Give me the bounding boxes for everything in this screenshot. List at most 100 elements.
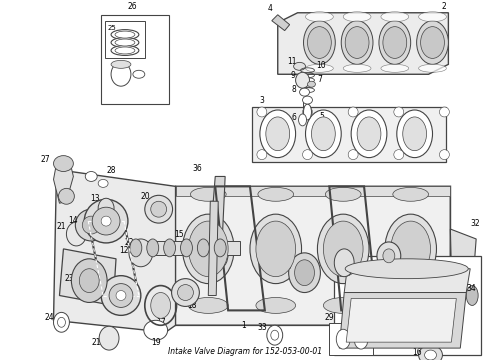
Ellipse shape [177, 285, 194, 301]
Text: 13: 13 [90, 194, 100, 203]
Polygon shape [175, 186, 450, 196]
Ellipse shape [58, 188, 74, 204]
Text: 5: 5 [319, 112, 324, 121]
Text: 8: 8 [291, 85, 296, 94]
Ellipse shape [323, 221, 363, 277]
Polygon shape [208, 201, 218, 296]
Text: 6: 6 [291, 113, 296, 122]
Polygon shape [210, 176, 225, 241]
Ellipse shape [256, 221, 295, 277]
Ellipse shape [130, 239, 142, 257]
Text: 21: 21 [352, 335, 362, 344]
Ellipse shape [99, 326, 119, 350]
Polygon shape [252, 107, 446, 162]
Ellipse shape [299, 88, 310, 96]
Polygon shape [339, 293, 466, 348]
Text: 32: 32 [470, 219, 480, 228]
Ellipse shape [258, 187, 294, 201]
Ellipse shape [345, 259, 468, 279]
Text: 9: 9 [290, 71, 295, 80]
Ellipse shape [377, 242, 401, 270]
Text: 3: 3 [259, 96, 264, 105]
Ellipse shape [256, 297, 295, 313]
Ellipse shape [343, 12, 371, 22]
Text: 31: 31 [456, 296, 465, 305]
Ellipse shape [418, 285, 431, 305]
Ellipse shape [403, 117, 427, 151]
Ellipse shape [57, 317, 66, 327]
Ellipse shape [53, 156, 74, 171]
Ellipse shape [180, 239, 193, 257]
Polygon shape [278, 13, 448, 74]
Ellipse shape [424, 350, 437, 360]
Ellipse shape [67, 222, 86, 246]
Ellipse shape [294, 260, 315, 285]
Text: 27: 27 [41, 154, 50, 163]
Ellipse shape [189, 297, 228, 313]
Ellipse shape [92, 207, 120, 235]
Text: 20: 20 [396, 242, 406, 251]
Ellipse shape [351, 110, 387, 158]
Ellipse shape [466, 285, 478, 305]
Ellipse shape [385, 214, 437, 284]
Ellipse shape [318, 214, 369, 284]
Text: 36: 36 [193, 165, 202, 174]
Ellipse shape [82, 216, 100, 234]
Ellipse shape [354, 329, 368, 349]
Ellipse shape [172, 279, 199, 306]
Ellipse shape [182, 214, 234, 284]
Ellipse shape [257, 150, 267, 159]
Ellipse shape [129, 239, 153, 267]
Ellipse shape [250, 214, 301, 284]
Bar [131, 241, 240, 255]
Ellipse shape [394, 107, 404, 117]
Ellipse shape [450, 285, 462, 305]
Ellipse shape [295, 72, 310, 88]
Polygon shape [346, 298, 456, 342]
Text: 15: 15 [174, 230, 183, 239]
Bar [329, 323, 373, 355]
Text: Intake Valve Diagram for 152-053-00-01: Intake Valve Diagram for 152-053-00-01 [168, 347, 322, 356]
Ellipse shape [345, 27, 369, 58]
Text: 35: 35 [283, 262, 293, 271]
Text: 34: 34 [466, 284, 476, 293]
Ellipse shape [341, 21, 373, 64]
Ellipse shape [303, 104, 312, 120]
Ellipse shape [303, 21, 335, 64]
Ellipse shape [323, 297, 363, 313]
Polygon shape [53, 170, 175, 332]
Ellipse shape [383, 249, 395, 263]
Polygon shape [59, 249, 116, 305]
Ellipse shape [144, 320, 168, 340]
Text: 11: 11 [287, 57, 296, 66]
Ellipse shape [191, 187, 226, 201]
Ellipse shape [348, 150, 358, 159]
Text: 14: 14 [69, 216, 78, 225]
Ellipse shape [115, 47, 135, 54]
Text: 4: 4 [268, 4, 272, 13]
Ellipse shape [189, 221, 228, 277]
Ellipse shape [325, 187, 361, 201]
Ellipse shape [348, 107, 358, 117]
Ellipse shape [147, 239, 159, 257]
Ellipse shape [115, 39, 135, 46]
Ellipse shape [418, 64, 446, 72]
Ellipse shape [391, 221, 431, 277]
Ellipse shape [391, 297, 431, 313]
Ellipse shape [260, 110, 295, 158]
Bar [101, 15, 169, 104]
Polygon shape [53, 159, 74, 203]
Ellipse shape [79, 269, 99, 293]
Ellipse shape [84, 199, 128, 243]
Ellipse shape [116, 291, 126, 301]
Ellipse shape [111, 62, 131, 86]
Ellipse shape [336, 329, 350, 349]
Ellipse shape [381, 64, 409, 72]
Ellipse shape [308, 81, 316, 87]
Ellipse shape [383, 27, 407, 58]
Ellipse shape [271, 330, 279, 340]
Ellipse shape [357, 298, 377, 318]
Ellipse shape [343, 64, 371, 72]
Ellipse shape [151, 293, 171, 318]
Text: 16: 16 [412, 348, 421, 357]
